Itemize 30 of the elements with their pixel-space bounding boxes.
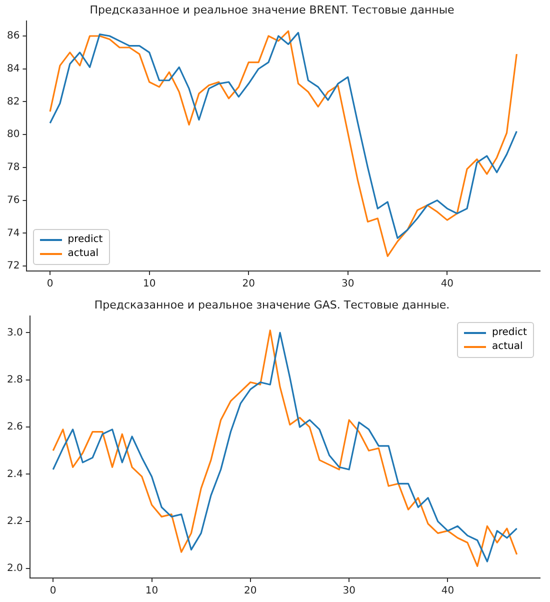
x-tick-label: 40 [440,278,454,290]
y-tick-label: 72 [6,260,20,272]
y-tick-label: 3.0 [6,327,23,338]
x-tick-label: 0 [50,586,56,597]
y-tick-label: 80 [6,129,20,140]
legend-label: actual [68,247,99,261]
y-tick-label: 2.8 [6,374,23,386]
y-tick-label: 82 [6,96,20,108]
y-tick-label: 76 [6,194,20,206]
x-tick-label: 0 [46,278,54,290]
y-tick-label: 86 [6,30,20,42]
y-tick-label: 2.4 [6,468,23,480]
y-tick-label: 2.6 [6,422,23,433]
chart-title: Предсказанное и реальное значение GAS. Тестовые данные. [94,298,450,312]
y-tick-label: 78 [6,162,20,174]
legend-label: predict [492,326,527,340]
x-tick-label: 40 [441,586,454,597]
x-tick-label: 30 [342,278,354,290]
y-tick-label: 84 [6,63,20,74]
x-tick-label: 10 [145,586,158,597]
y-tick-label: 74 [6,228,20,239]
y-tick-label: 2.0 [6,563,23,574]
x-tick-label: 20 [242,278,255,290]
x-tick-label: 30 [342,586,356,597]
x-tick-label: 20 [244,586,257,597]
chart-title: Предсказанное и реальное значение BRENT. Тестовые данные [90,3,455,16]
x-tick-label: 10 [142,278,156,290]
y-tick-label: 2.2 [6,516,23,527]
legend-label: actual [492,340,523,354]
legend-label: predict [68,233,103,247]
